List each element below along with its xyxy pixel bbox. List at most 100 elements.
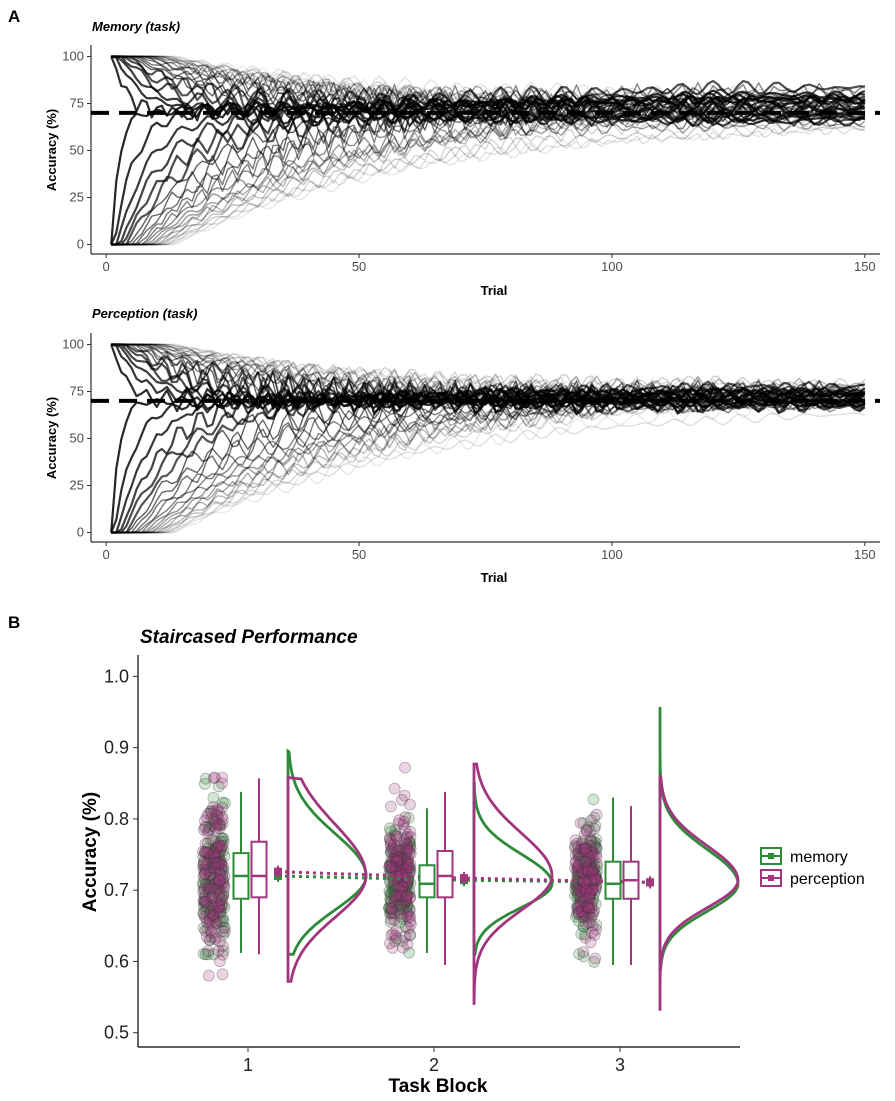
data-point bbox=[400, 852, 412, 864]
panel-label-b: B bbox=[8, 613, 20, 632]
data-point bbox=[589, 820, 602, 832]
data-point bbox=[584, 862, 597, 874]
data-point bbox=[577, 946, 590, 958]
data-point bbox=[385, 929, 398, 942]
data-point bbox=[390, 853, 403, 865]
data-point bbox=[212, 900, 225, 913]
data-point bbox=[207, 948, 220, 961]
staircase-trace bbox=[111, 55, 866, 122]
data-point bbox=[216, 796, 229, 809]
data-point bbox=[391, 847, 404, 860]
data-point bbox=[213, 822, 226, 835]
data-point bbox=[385, 901, 398, 914]
data-point bbox=[579, 887, 592, 900]
data-point bbox=[394, 889, 407, 902]
data-point bbox=[578, 911, 591, 924]
data-point bbox=[207, 813, 220, 826]
data-point bbox=[389, 829, 402, 842]
data-point bbox=[403, 911, 415, 924]
data-point bbox=[590, 848, 602, 861]
staircase-trace bbox=[111, 55, 866, 128]
panel-label-a: A bbox=[8, 7, 20, 26]
data-point bbox=[197, 922, 210, 934]
data-point bbox=[200, 863, 213, 876]
data-point bbox=[198, 855, 211, 867]
data-point bbox=[217, 876, 230, 889]
data-point bbox=[589, 952, 602, 965]
data-point bbox=[203, 878, 216, 890]
data-point bbox=[393, 889, 406, 901]
memory-task-plot: Memory (task) 0 25 50 75 100 0 50 100 150 Accura… bbox=[44, 19, 880, 298]
data-point bbox=[389, 862, 402, 875]
data-point bbox=[396, 935, 409, 947]
data-point bbox=[201, 846, 213, 859]
data-point bbox=[198, 857, 211, 869]
data-point bbox=[586, 892, 599, 905]
data-point bbox=[203, 850, 215, 863]
data-point bbox=[205, 812, 218, 825]
data-point bbox=[572, 840, 584, 853]
data-point bbox=[213, 875, 226, 888]
data-point bbox=[573, 948, 585, 960]
data-point bbox=[214, 858, 227, 870]
data-point bbox=[394, 853, 407, 866]
data-point bbox=[207, 899, 220, 912]
data-point bbox=[401, 878, 414, 891]
data-point bbox=[203, 849, 216, 861]
data-point bbox=[395, 860, 408, 873]
data-point bbox=[202, 948, 215, 961]
data-point bbox=[214, 835, 227, 848]
data-point bbox=[210, 848, 223, 861]
data-point bbox=[387, 885, 400, 897]
data-point bbox=[390, 890, 403, 903]
data-point bbox=[387, 927, 400, 940]
data-point bbox=[210, 841, 223, 854]
data-point bbox=[213, 855, 225, 868]
data-point bbox=[210, 822, 223, 835]
data-point bbox=[212, 883, 225, 895]
legend-key-mean bbox=[768, 853, 774, 859]
data-point bbox=[211, 896, 224, 909]
data-point bbox=[390, 900, 403, 913]
data-point bbox=[583, 890, 596, 902]
data-point bbox=[390, 882, 403, 895]
data-point bbox=[584, 892, 596, 905]
data-point bbox=[585, 840, 598, 852]
data-point bbox=[400, 846, 413, 859]
box-body bbox=[250, 840, 268, 899]
y-tick-label: 25 bbox=[70, 189, 84, 204]
data-point bbox=[207, 857, 220, 870]
data-point bbox=[579, 902, 591, 915]
data-point bbox=[403, 839, 416, 852]
staircase-trace bbox=[111, 387, 866, 534]
y-tick-label: 50 bbox=[70, 143, 84, 158]
data-point bbox=[203, 850, 216, 863]
data-point bbox=[215, 842, 228, 855]
data-point bbox=[392, 900, 405, 913]
staircase-trace bbox=[111, 106, 865, 246]
data-point bbox=[582, 889, 594, 901]
data-point bbox=[387, 878, 400, 891]
data-point bbox=[571, 882, 584, 895]
data-point bbox=[404, 877, 417, 890]
data-point bbox=[207, 792, 220, 804]
data-point bbox=[403, 883, 415, 896]
y-tick-label: 100 bbox=[62, 337, 84, 352]
data-point bbox=[384, 903, 397, 915]
y-tick-label: 0 bbox=[77, 236, 84, 251]
data-point bbox=[576, 852, 588, 865]
staircase-trace bbox=[111, 55, 866, 124]
data-point bbox=[207, 772, 220, 784]
data-point bbox=[385, 907, 398, 920]
data-point bbox=[579, 880, 591, 892]
data-point bbox=[385, 895, 398, 908]
data-point bbox=[569, 856, 582, 869]
data-point bbox=[401, 900, 414, 912]
data-point bbox=[199, 837, 212, 850]
data-point bbox=[395, 884, 408, 897]
data-point bbox=[215, 832, 228, 844]
data-point bbox=[204, 907, 217, 920]
data-point bbox=[404, 910, 417, 923]
data-point bbox=[572, 906, 585, 919]
